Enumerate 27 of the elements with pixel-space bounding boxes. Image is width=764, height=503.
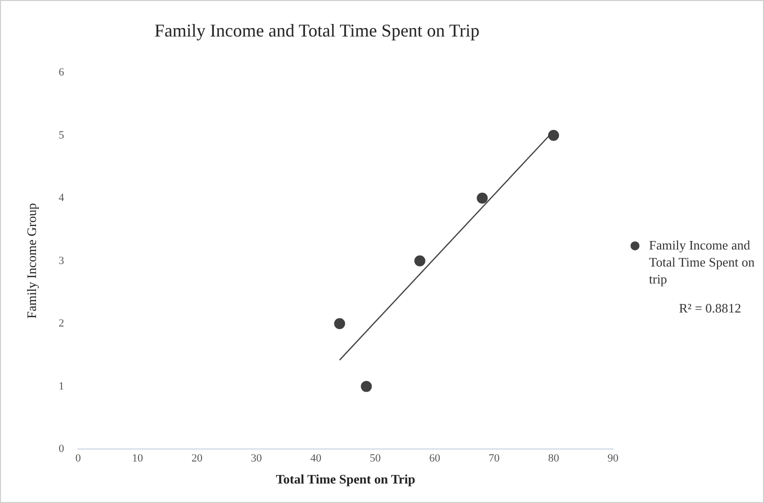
point: [360, 380, 372, 392]
text: R² = 0.8812: [679, 300, 742, 316]
point: [548, 130, 560, 141]
x-tick-label: 70: [488, 452, 500, 465]
y-tick-label: 2: [58, 318, 64, 330]
y-tick-label: 6: [58, 66, 65, 78]
y-tick-label: 1: [58, 380, 64, 392]
x-tick-label: 0: [75, 452, 82, 465]
x-tick-label: 50: [370, 452, 382, 465]
y-axis-title: Family Income Group: [24, 203, 40, 319]
x-tick-label: 60: [429, 452, 441, 465]
point: [476, 192, 488, 204]
point: [334, 318, 346, 330]
point: [414, 255, 426, 266]
y-tick-label: 5: [58, 129, 65, 142]
x-tick-label: 80: [548, 452, 560, 465]
x-axis-title: Total Time Spent on Trip: [276, 472, 416, 487]
chart-title: Family Income and Total Time Spent on Trip: [154, 20, 480, 41]
y-tick-label: 4: [58, 192, 65, 204]
x-tick-label: 30: [250, 452, 262, 465]
legend-label: Family Income and Total Time Spent on trip: [649, 237, 756, 286]
x-tick-label: 40: [310, 452, 322, 465]
y-tick-label: 3: [58, 254, 65, 267]
y-tick-label: 0: [58, 443, 65, 456]
x-tick-label: 90: [608, 452, 619, 465]
x-tick-label: 10: [132, 452, 144, 465]
x-tick-label: 20: [191, 452, 203, 465]
